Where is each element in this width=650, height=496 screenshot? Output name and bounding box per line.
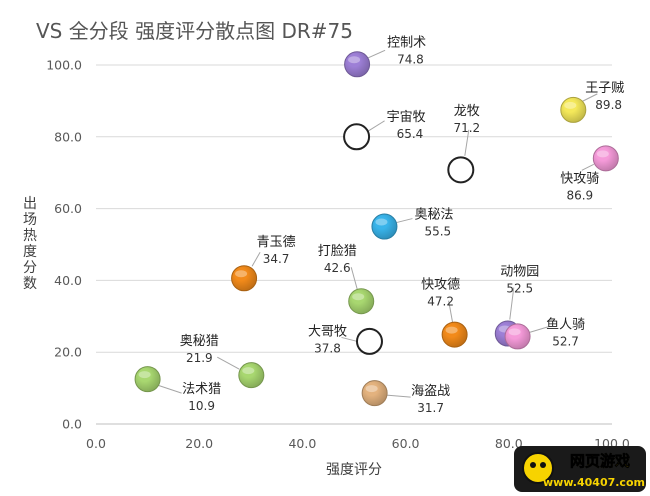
point-name-label: 快攻骑 <box>560 171 599 186</box>
leader-line <box>366 49 386 59</box>
point-value-label: 47.2 <box>427 295 454 309</box>
data-point <box>592 145 619 172</box>
data-point-highlight <box>352 293 365 301</box>
x-axis-title: 强度评分 <box>326 462 382 478</box>
point-name-label: 快攻德 <box>421 278 460 293</box>
data-point <box>344 51 371 78</box>
data-point <box>361 380 388 407</box>
leader-line <box>529 325 550 333</box>
point-value-label: 86.9 <box>566 188 593 202</box>
mascot-eye-icon <box>530 462 536 468</box>
point-value-label: 10.9 <box>188 399 215 413</box>
y-axis-title-char: 数 <box>23 276 37 292</box>
leader-line <box>341 336 358 342</box>
leader-line <box>464 129 470 156</box>
point-value-label: 31.7 <box>417 401 444 415</box>
point-value-label: 74.8 <box>397 52 424 66</box>
y-axis-title-char: 度 <box>23 244 37 260</box>
data-point <box>560 96 587 123</box>
watermark-text-url: www.40407.com <box>543 476 645 489</box>
point-value-label: 37.8 <box>314 341 341 355</box>
point-name-label: 法术猎 <box>182 382 221 397</box>
mascot-icon <box>522 452 554 484</box>
point-name-label: 奥秘法 <box>414 208 453 223</box>
data-point <box>238 362 265 389</box>
data-point <box>355 327 383 355</box>
point-name-label: 青玉德 <box>257 235 296 250</box>
data-point <box>343 123 371 151</box>
data-point <box>504 323 531 350</box>
y-tick-label: 80.0 <box>54 129 82 144</box>
point-value-label: 34.7 <box>263 252 290 266</box>
leader-line <box>157 384 182 394</box>
point-name-label: 动物园 <box>500 265 539 280</box>
point-value-label: 89.8 <box>595 98 622 112</box>
y-tick-label: 60.0 <box>54 201 82 216</box>
data-point <box>371 213 398 240</box>
x-tick-label: 60.0 <box>392 436 420 451</box>
point-name-label: 打脸猎 <box>318 244 357 259</box>
leader-line <box>396 218 413 224</box>
point-value-label: 71.2 <box>453 121 480 135</box>
y-tick-label: 20.0 <box>54 345 82 360</box>
data-point-highlight <box>365 385 378 393</box>
data-point-highlight <box>348 56 361 64</box>
data-point-highlight <box>564 101 577 109</box>
point-name-label: 海盗战 <box>411 383 450 399</box>
point-name-label: 奥秘猎 <box>180 334 219 349</box>
leader-line <box>251 251 261 267</box>
data-point-highlight <box>138 371 151 379</box>
point-name-label: 控制术 <box>387 35 426 50</box>
point-value-label: 21.9 <box>186 351 213 365</box>
y-tick-label: 0.0 <box>62 417 82 432</box>
leader-line <box>581 163 595 171</box>
data-point-highlight <box>242 367 255 375</box>
point-value-label: 52.7 <box>552 334 579 348</box>
watermark-text-main: 网页游戏 <box>570 452 630 470</box>
leader-line <box>448 300 454 323</box>
x-tick-label: 80.0 <box>495 436 523 451</box>
chart-title: VS 全分段 强度评分散点图 DR#75 <box>36 19 353 43</box>
data-point <box>134 366 161 393</box>
y-axis-title-char: 分 <box>23 260 37 276</box>
mascot-eye-icon <box>540 462 546 468</box>
x-tick-label: 40.0 <box>288 436 316 451</box>
y-axis-title-char: 出 <box>23 196 37 212</box>
point-name-label: 龙牧 <box>454 104 480 119</box>
point-name-label: 王子贼 <box>585 81 624 96</box>
leader-line <box>368 120 385 132</box>
x-tick-label: 0.0 <box>86 436 106 451</box>
data-point-highlight <box>235 270 248 278</box>
leader-line <box>386 394 411 398</box>
leader-line <box>350 267 358 290</box>
point-name-label: 大哥牧 <box>308 324 347 339</box>
data-point-highlight <box>445 326 458 334</box>
data-point <box>231 265 258 292</box>
point-value-label: 65.4 <box>397 127 424 141</box>
leader-line <box>509 287 515 320</box>
data-point-highlight <box>508 328 521 336</box>
leader-line <box>217 356 240 370</box>
point-name-label: 宇宙牧 <box>387 110 426 125</box>
point-name-label: 鱼人骑 <box>546 316 585 332</box>
point-value-label: 52.5 <box>506 282 533 296</box>
data-point <box>441 321 468 348</box>
point-value-label: 42.6 <box>324 261 351 275</box>
y-axis-title-char: 热 <box>23 228 37 244</box>
leader-line <box>581 93 598 103</box>
data-point-highlight <box>375 218 388 226</box>
y-tick-label: 40.0 <box>54 273 82 288</box>
y-axis-title-char: 场 <box>23 212 37 228</box>
x-tick-label: 20.0 <box>185 436 213 451</box>
data-point <box>348 288 375 315</box>
y-tick-label: 100.0 <box>46 58 82 73</box>
data-point-highlight <box>596 150 609 158</box>
data-point <box>447 156 475 184</box>
watermark-logo: 网页游戏 www.40407.com <box>514 446 646 492</box>
point-value-label: 55.5 <box>424 225 451 239</box>
